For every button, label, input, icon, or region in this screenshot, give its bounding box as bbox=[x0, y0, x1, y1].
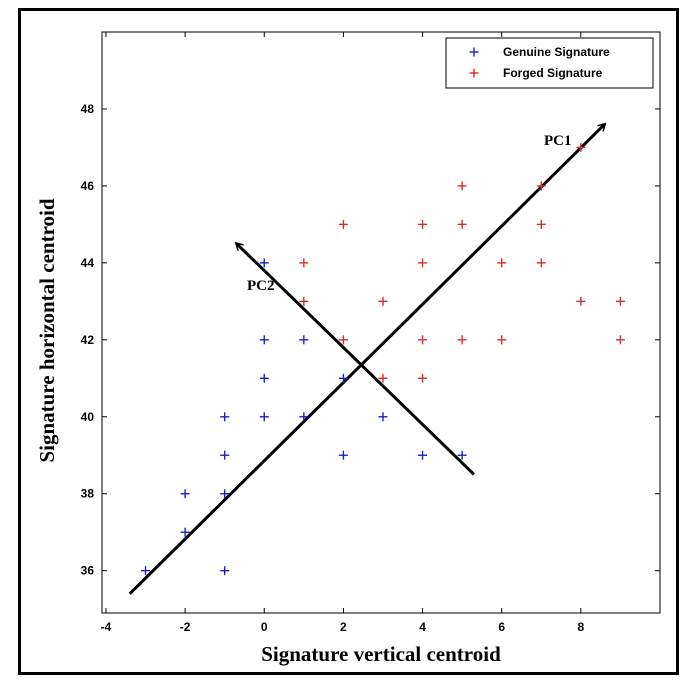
point-genuine-signature bbox=[418, 450, 428, 460]
x-tick-label: 8 bbox=[578, 620, 585, 634]
point-forged-signature bbox=[418, 335, 428, 345]
point-genuine-signature bbox=[338, 373, 348, 383]
x-tick-label: -4 bbox=[101, 620, 112, 634]
x-tick-labels: -4 -2 0 2 4 6 8 bbox=[101, 620, 585, 634]
y-tick-label: 42 bbox=[81, 333, 95, 347]
point-forged-signature bbox=[457, 219, 467, 229]
point-genuine-signature bbox=[378, 412, 388, 422]
x-tick-label: -2 bbox=[180, 620, 191, 634]
point-forged-signature bbox=[536, 181, 546, 191]
x-tick-label: 2 bbox=[340, 620, 347, 634]
legend-box bbox=[445, 37, 654, 89]
legend: Genuine Signature Forged Signature bbox=[445, 37, 654, 89]
point-forged-signature bbox=[299, 258, 309, 268]
x-axis-title: Signature vertical centroid bbox=[261, 642, 501, 666]
point-genuine-signature bbox=[259, 412, 269, 422]
point-genuine-signature bbox=[457, 450, 467, 460]
point-forged-signature bbox=[497, 335, 507, 345]
point-forged-signature bbox=[378, 296, 388, 306]
legend-label: Forged Signature bbox=[503, 66, 603, 80]
principal-component-arrows: PC1 PC2 bbox=[128, 122, 607, 595]
arrow-pc2 bbox=[234, 241, 476, 476]
legend-label: Genuine Signature bbox=[503, 45, 610, 59]
y-axis-title: Signature horizontal centroid bbox=[35, 198, 59, 462]
point-forged-signature bbox=[536, 258, 546, 268]
point-forged-signature bbox=[457, 335, 467, 345]
legend-marker bbox=[469, 68, 479, 78]
point-genuine-signature bbox=[180, 489, 190, 499]
point-forged-signature bbox=[338, 219, 348, 229]
legend-marker bbox=[469, 47, 479, 57]
point-forged-signature bbox=[497, 258, 507, 268]
point-genuine-signature bbox=[220, 489, 230, 499]
point-genuine-signature bbox=[220, 566, 230, 576]
point-forged-signature bbox=[418, 219, 428, 229]
point-forged-signature bbox=[338, 335, 348, 345]
y-tick-label: 44 bbox=[81, 256, 95, 270]
point-forged-signature bbox=[378, 373, 388, 383]
point-genuine-signature bbox=[299, 335, 309, 345]
axis-ticks bbox=[102, 32, 660, 613]
point-forged-signature bbox=[457, 181, 467, 191]
y-tick-label: 38 bbox=[81, 487, 95, 501]
point-genuine-signature bbox=[220, 412, 230, 422]
y-tick-label: 48 bbox=[81, 102, 95, 116]
y-tick-label: 46 bbox=[81, 179, 95, 193]
point-genuine-signature bbox=[220, 450, 230, 460]
y-tick-labels: 36 38 40 42 44 46 48 bbox=[81, 102, 95, 578]
y-tick-label: 36 bbox=[81, 564, 95, 578]
x-tick-label: 4 bbox=[419, 620, 426, 634]
point-genuine-signature bbox=[141, 566, 151, 576]
point-forged-signature bbox=[418, 258, 428, 268]
point-genuine-signature bbox=[180, 527, 190, 537]
point-forged-signature bbox=[576, 142, 586, 152]
annotation-pc2: PC2 bbox=[247, 278, 275, 294]
data-points bbox=[141, 142, 625, 576]
point-genuine-signature bbox=[259, 258, 269, 268]
annotation-pc1: PC1 bbox=[544, 133, 572, 149]
point-forged-signature bbox=[299, 296, 309, 306]
point-forged-signature bbox=[615, 335, 625, 345]
y-tick-label: 40 bbox=[81, 410, 95, 424]
point-forged-signature bbox=[615, 296, 625, 306]
point-genuine-signature bbox=[259, 373, 269, 383]
point-genuine-signature bbox=[259, 335, 269, 345]
point-forged-signature bbox=[418, 373, 428, 383]
point-genuine-signature bbox=[338, 450, 348, 460]
figure-frame: -4 -2 0 2 4 6 8 36 38 40 42 44 46 48 PC1 PC2 Genuine … bbox=[18, 8, 679, 675]
plot-area bbox=[101, 31, 661, 614]
point-forged-signature bbox=[536, 219, 546, 229]
point-genuine-signature bbox=[299, 412, 309, 422]
arrow-pc1 bbox=[128, 122, 607, 595]
x-tick-label: 0 bbox=[261, 620, 268, 634]
x-tick-label: 6 bbox=[498, 620, 505, 634]
point-forged-signature bbox=[576, 296, 586, 306]
